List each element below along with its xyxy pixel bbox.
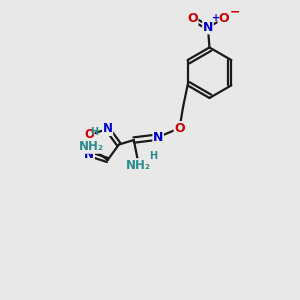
Text: O: O	[84, 128, 94, 141]
Text: NH₂: NH₂	[79, 140, 104, 153]
Text: O: O	[187, 12, 198, 26]
Text: N: N	[153, 130, 163, 144]
Text: H: H	[148, 152, 157, 161]
Text: +: +	[212, 13, 220, 23]
Text: N: N	[84, 148, 94, 160]
Text: O: O	[218, 12, 229, 26]
Text: −: −	[230, 6, 240, 19]
Text: H: H	[90, 128, 98, 137]
Text: O: O	[174, 122, 185, 135]
Text: N: N	[103, 122, 112, 136]
Text: NH₂: NH₂	[126, 159, 151, 172]
Text: N: N	[203, 21, 213, 34]
